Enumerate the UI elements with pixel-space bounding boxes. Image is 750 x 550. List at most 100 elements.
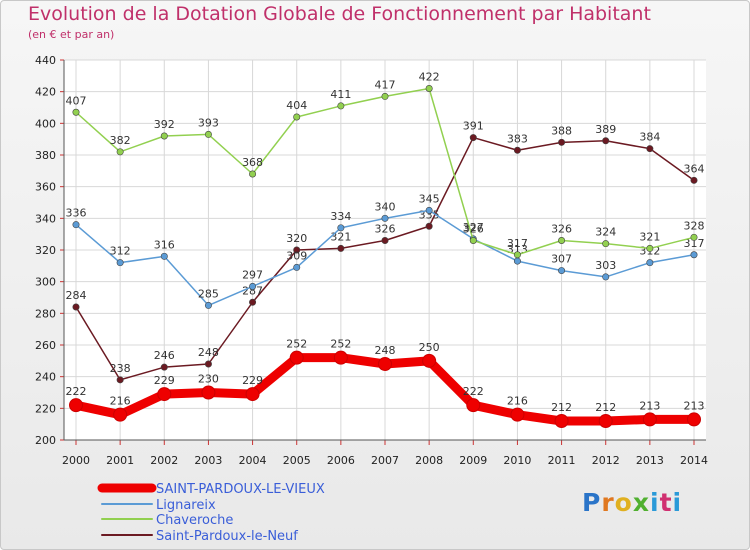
data-point xyxy=(602,137,610,145)
data-point xyxy=(160,252,168,260)
data-label: 320 xyxy=(286,232,307,245)
data-point xyxy=(422,353,437,368)
data-point xyxy=(289,350,304,365)
data-label: 297 xyxy=(242,268,263,281)
x-tick-label: 2002 xyxy=(150,454,178,467)
data-point xyxy=(381,237,389,245)
x-tick-label: 2000 xyxy=(62,454,90,467)
data-point xyxy=(113,407,128,422)
data-point xyxy=(425,85,433,93)
legend-label: Lignareix xyxy=(156,498,216,513)
data-point xyxy=(201,385,216,400)
data-label: 229 xyxy=(154,374,175,387)
data-point xyxy=(646,145,654,153)
data-label: 248 xyxy=(375,344,396,357)
y-tick-label: 340 xyxy=(35,212,56,225)
data-label: 317 xyxy=(684,237,705,250)
x-tick-label: 2009 xyxy=(459,454,487,467)
data-point xyxy=(513,257,521,265)
y-tick-label: 200 xyxy=(35,434,56,447)
data-point xyxy=(469,134,477,142)
data-point xyxy=(333,350,348,365)
x-tick-label: 2005 xyxy=(283,454,311,467)
data-point xyxy=(245,387,260,402)
data-label: 216 xyxy=(110,395,131,408)
data-label: 321 xyxy=(330,230,351,243)
data-label: 326 xyxy=(463,223,484,236)
data-label: 392 xyxy=(154,118,175,131)
data-label: 230 xyxy=(198,373,219,386)
y-tick-label: 240 xyxy=(35,371,56,384)
data-label: 303 xyxy=(595,259,616,272)
data-point xyxy=(160,132,168,140)
data-point xyxy=(558,267,566,275)
data-point xyxy=(293,263,301,271)
data-point xyxy=(646,244,654,252)
data-label: 222 xyxy=(463,385,484,398)
x-tick-label: 2007 xyxy=(371,454,399,467)
data-label: 328 xyxy=(684,219,705,232)
data-point xyxy=(204,360,212,368)
data-label: 248 xyxy=(198,346,219,359)
x-tick-label: 2014 xyxy=(680,454,708,467)
data-point xyxy=(642,412,657,427)
x-tick-label: 2001 xyxy=(106,454,134,467)
data-label: 216 xyxy=(507,395,528,408)
x-tick-label: 2012 xyxy=(592,454,620,467)
data-point xyxy=(381,214,389,222)
data-point xyxy=(116,376,124,384)
y-tick-label: 420 xyxy=(35,86,56,99)
legend-label: Saint-Pardoux-le-Neuf xyxy=(156,529,298,544)
data-label: 384 xyxy=(639,131,660,144)
data-label: 345 xyxy=(419,192,440,205)
data-point xyxy=(378,357,392,371)
data-point xyxy=(425,206,433,214)
data-point xyxy=(157,387,172,402)
data-point xyxy=(204,130,212,138)
data-label: 383 xyxy=(507,132,528,145)
data-label: 389 xyxy=(595,123,616,136)
data-label: 393 xyxy=(198,116,219,129)
y-tick-label: 320 xyxy=(35,244,56,257)
data-label: 246 xyxy=(154,349,175,362)
data-label: 334 xyxy=(330,210,351,223)
y-tick-label: 220 xyxy=(35,402,56,415)
data-point xyxy=(466,398,481,413)
data-label: 229 xyxy=(242,374,263,387)
x-tick-label: 2010 xyxy=(503,454,531,467)
data-point xyxy=(116,148,124,156)
data-point xyxy=(425,222,433,230)
data-point xyxy=(69,398,83,413)
data-label: 285 xyxy=(198,287,219,300)
chart-subtitle: (en € et par an) xyxy=(28,28,115,41)
data-point xyxy=(646,259,654,267)
data-point xyxy=(558,237,566,245)
data-label: 417 xyxy=(375,78,396,91)
data-point xyxy=(690,251,698,259)
data-point xyxy=(602,273,610,281)
y-tick-label: 360 xyxy=(35,181,56,194)
y-tick-label: 280 xyxy=(35,307,56,320)
data-label: 317 xyxy=(507,237,528,250)
data-point xyxy=(249,282,257,290)
data-point xyxy=(558,138,566,146)
data-label: 252 xyxy=(286,338,307,351)
data-label: 368 xyxy=(242,156,263,169)
data-point xyxy=(293,246,301,254)
data-label: 336 xyxy=(66,207,87,220)
data-label: 252 xyxy=(330,338,351,351)
x-tick-label: 2006 xyxy=(327,454,355,467)
data-label: 212 xyxy=(551,401,572,414)
proxiti-logo: Proxiti xyxy=(582,488,683,517)
x-tick-label: 2004 xyxy=(239,454,267,467)
x-tick-label: 2003 xyxy=(194,454,222,467)
y-tick-label: 400 xyxy=(35,117,56,130)
legend-label: SAINT-PARDOUX-LE-VIEUX xyxy=(156,482,325,497)
data-point xyxy=(249,298,257,306)
data-label: 307 xyxy=(551,253,572,266)
data-label: 326 xyxy=(551,223,572,236)
legend-label: Chaveroche xyxy=(156,513,233,528)
data-label: 404 xyxy=(286,99,307,112)
y-tick-label: 260 xyxy=(35,339,56,352)
